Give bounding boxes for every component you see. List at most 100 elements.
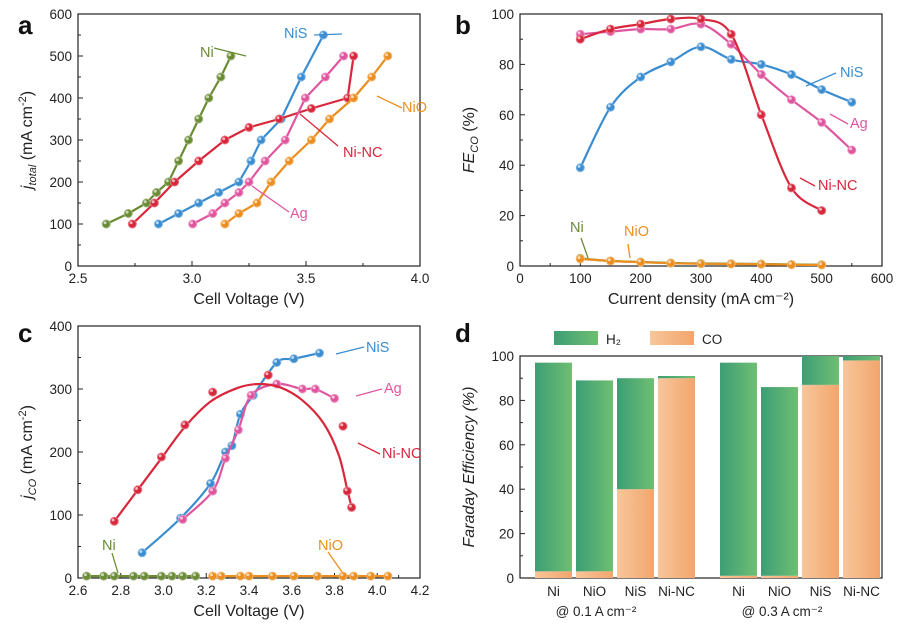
y-tick-label: 400 bbox=[49, 91, 72, 106]
data-point-Ni bbox=[99, 571, 109, 581]
data-point-NiS bbox=[575, 163, 585, 173]
category-label: Ni bbox=[547, 584, 560, 599]
panel-label-a: a bbox=[18, 10, 33, 40]
data-point-Ni-NC bbox=[156, 452, 166, 462]
data-point-highlight bbox=[728, 31, 732, 35]
data-point-Ni-NC bbox=[274, 114, 284, 124]
data-point-highlight bbox=[308, 137, 312, 141]
data-point-NiS bbox=[214, 188, 224, 197]
data-point-highlight bbox=[316, 350, 320, 354]
y-tick-label: 40 bbox=[499, 158, 514, 173]
data-point-Ni-NC bbox=[133, 485, 143, 495]
label-leader-Ni-NC bbox=[299, 113, 339, 147]
data-point-highlight bbox=[308, 105, 312, 109]
data-point-highlight bbox=[728, 261, 732, 265]
data-point-highlight bbox=[180, 516, 183, 520]
data-point-Ni-NC bbox=[636, 19, 646, 29]
data-point-NiS bbox=[636, 72, 646, 82]
data-point-highlight bbox=[236, 210, 240, 214]
data-point-Ni-NC bbox=[220, 135, 230, 145]
y-tick-label: 600 bbox=[49, 7, 72, 22]
label-leader-NiO bbox=[627, 243, 631, 259]
data-point-highlight bbox=[169, 573, 173, 577]
data-point-highlight bbox=[158, 454, 162, 458]
data-point-Ni bbox=[156, 571, 166, 581]
data-point-NiO bbox=[817, 260, 827, 270]
data-point-highlight bbox=[348, 504, 352, 508]
data-point-highlight bbox=[344, 95, 348, 99]
data-point-highlight bbox=[246, 179, 250, 183]
x-axis-title-c: Cell Voltage (V) bbox=[193, 603, 304, 620]
data-point-Ag bbox=[339, 51, 349, 61]
data-point-highlight bbox=[282, 137, 286, 141]
data-point-Ni-NC bbox=[244, 122, 254, 132]
data-point-Ni-NC bbox=[342, 486, 352, 496]
series-line-Ni-NC bbox=[113, 382, 353, 522]
x-tick-label: 500 bbox=[810, 271, 833, 286]
data-point-highlight bbox=[111, 573, 115, 577]
data-point-highlight bbox=[103, 221, 107, 225]
x-tick-label: 2.5 bbox=[69, 271, 88, 286]
bar-h2 bbox=[658, 375, 695, 379]
data-point-highlight bbox=[222, 449, 226, 453]
data-point-highlight bbox=[111, 518, 115, 522]
curve-label-NiS: NiS bbox=[284, 26, 307, 42]
data-point-highlight bbox=[135, 487, 139, 490]
data-point-highlight bbox=[246, 124, 250, 128]
bar-co bbox=[802, 384, 839, 578]
curve-label-NiS: NiS bbox=[366, 340, 389, 356]
data-point-NiO bbox=[636, 257, 646, 267]
category-label: Ni-NC bbox=[843, 584, 880, 599]
panel-label-b: b bbox=[455, 10, 471, 40]
label-leader-Ni bbox=[580, 237, 589, 259]
data-point-highlight bbox=[246, 573, 250, 577]
data-point-highlight bbox=[274, 359, 278, 363]
data-point-highlight bbox=[236, 179, 240, 183]
data-point-NiS bbox=[726, 54, 736, 64]
y-tick-label: 60 bbox=[499, 108, 514, 123]
data-point-Ni bbox=[216, 72, 226, 82]
y-tick-label: 0 bbox=[64, 259, 72, 274]
data-point-Ag bbox=[221, 453, 230, 463]
data-point-Ag bbox=[178, 514, 188, 524]
data-point-highlight bbox=[190, 221, 193, 225]
data-point-Ni-NC bbox=[208, 387, 218, 397]
data-point-highlight bbox=[218, 573, 222, 577]
data-point-highlight bbox=[607, 26, 611, 30]
data-point-NiO bbox=[696, 259, 706, 269]
bar-co bbox=[720, 575, 757, 578]
data-point-highlight bbox=[222, 221, 226, 225]
data-point-highlight bbox=[258, 137, 262, 141]
data-point-highlight bbox=[819, 262, 822, 266]
data-point-NiS bbox=[272, 358, 282, 367]
x-tick-label: 3.6 bbox=[282, 583, 301, 598]
data-point-NiS bbox=[787, 70, 796, 79]
data-point-Ag bbox=[280, 135, 290, 145]
data-point-highlight bbox=[274, 381, 278, 385]
data-point-highlight bbox=[849, 99, 853, 103]
data-point-Ag bbox=[330, 393, 339, 403]
data-point-highlight bbox=[788, 261, 792, 265]
series-line-Ag bbox=[192, 55, 345, 225]
bar-h2 bbox=[617, 378, 654, 490]
data-point-highlight bbox=[788, 185, 792, 189]
data-point-highlight bbox=[196, 200, 199, 204]
data-point-Ni bbox=[184, 135, 194, 145]
data-point-Ni-NC bbox=[666, 14, 676, 24]
data-point-Ag bbox=[260, 156, 270, 166]
data-point-Ag bbox=[310, 384, 320, 394]
data-point-highlight bbox=[210, 210, 214, 214]
data-point-Ag bbox=[297, 384, 307, 394]
panel-label-d: d bbox=[455, 318, 471, 348]
y-axis-title-c: jCO (mA cm-2) bbox=[17, 405, 39, 501]
data-point-highlight bbox=[101, 573, 104, 577]
label-leader-NiO bbox=[327, 551, 343, 573]
data-point-Ag bbox=[787, 95, 796, 105]
data-point-highlight bbox=[218, 74, 222, 78]
data-point-highlight bbox=[340, 423, 344, 427]
label-leader-Ni bbox=[111, 552, 119, 574]
data-point-Ni bbox=[123, 209, 133, 218]
curve-label-Ni-NC: Ni-NC bbox=[818, 178, 857, 194]
x-tick-label: 0 bbox=[516, 271, 524, 286]
data-point-NiS bbox=[234, 177, 244, 187]
